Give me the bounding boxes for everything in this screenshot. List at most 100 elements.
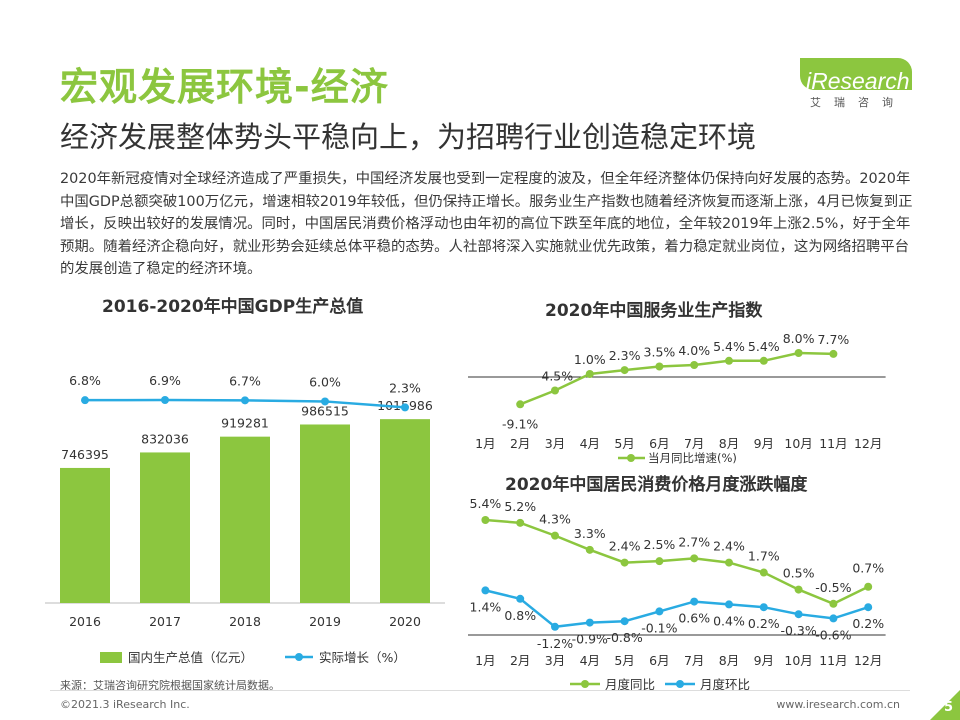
service-data-label: -4.5% (537, 369, 573, 384)
gdp-x-tick: 2017 (149, 614, 181, 629)
service-point (794, 349, 803, 357)
cpi-mom-label: 0.2% (748, 616, 780, 631)
cpi-yoy-point (516, 518, 525, 527)
service-x-tick: 11月 (819, 436, 847, 451)
logo-subtitle: 艾瑞咨询 (810, 96, 906, 109)
cpi-mom-point (551, 622, 559, 631)
cpi-x-tick: 3月 (545, 653, 565, 668)
service-x-tick: 12月 (854, 436, 882, 451)
cpi-yoy-point (794, 585, 803, 594)
source-note: 来源：艾瑞咨询研究院根据国家统计局数据。 (60, 679, 280, 692)
gdp-growth-label: 6.7% (229, 373, 261, 388)
cpi-x-tick: 7月 (684, 653, 704, 668)
service-x-tick: 10月 (784, 436, 812, 451)
cpi-x-tick: 9月 (754, 653, 774, 668)
body-paragraph: 2020年新冠疫情对全球经济造成了严重损失，中国经济发展也受到一定程度的波及，但… (60, 171, 913, 277)
legend-swatch-gdp (100, 652, 122, 663)
service-data-label: 5.4% (713, 339, 745, 354)
cpi-mom-label: 0.4% (713, 613, 745, 628)
service-point (829, 349, 838, 358)
logo-text: iResearch (806, 68, 910, 94)
cpi-mom-label: 0.8% (504, 608, 536, 623)
iresearch-logo: iResearch 艾瑞咨询 (790, 50, 920, 110)
cpi-x-tick: 2月 (510, 653, 530, 668)
service-point (585, 370, 594, 378)
cpi-yoy-label: 2.4% (713, 539, 745, 554)
service-point (690, 361, 699, 369)
service-point (620, 366, 629, 375)
cpi-yoy-label: 0.5% (783, 566, 815, 581)
cpi-chart-title: 2020年中国居民消费价格月度涨跌幅度 (505, 475, 808, 495)
gdp-bar-label: 919281 (221, 416, 269, 431)
service-chart: 1月 2月 -9.1% 3月 -4.5% 4月 1.0% 5月 2.3% 6月 3.5% 7月 4.0%… (468, 331, 886, 465)
cpi-legend-marker-yoy (581, 680, 589, 688)
service-x-tick: 5月 (614, 436, 634, 451)
cpi-mom-point (516, 594, 525, 603)
service-data-label: 5.4% (748, 339, 780, 354)
service-data-label: 7.7% (818, 332, 850, 347)
cpi-mom-point (864, 603, 873, 612)
cpi-mom-label: -0.1% (641, 620, 677, 635)
gdp-bar-label: 986515 (301, 403, 349, 418)
gdp-growth-label: 2.3% (389, 380, 421, 395)
legend-marker-growth (295, 653, 303, 661)
cpi-yoy-line (485, 518, 869, 606)
legend-label-growth: 实际增长（%） (319, 650, 406, 665)
page-subtitle: 经济发展整体势头平稳向上，为招聘行业创造稳定环境 (60, 120, 757, 154)
cpi-mom-point (794, 610, 803, 619)
service-x-tick: 4月 (580, 436, 600, 451)
cpi-yoy-label: -0.5% (815, 580, 851, 595)
gdp-bar-label: 832036 (141, 431, 189, 446)
page-number: 5 (943, 700, 953, 715)
cpi-yoy-point (551, 531, 559, 540)
service-data-label: 4.0% (678, 343, 710, 358)
cpi-mom-line (485, 589, 869, 629)
cpi-yoy-label: 4.3% (539, 512, 571, 527)
cpi-mom-point (620, 617, 629, 626)
cpi-x-tick: 1月 (475, 653, 495, 668)
service-x-tick: 2月 (510, 436, 530, 451)
cpi-yoy-label: 2.7% (678, 534, 710, 549)
gdp-x-tick: 2016 (69, 614, 101, 629)
service-legend-marker (627, 454, 635, 462)
cpi-yoy-point (829, 599, 838, 608)
service-data-label: -9.1% (502, 416, 538, 431)
gdp-growth-point (241, 396, 249, 405)
cpi-yoy-point (864, 582, 873, 591)
service-data-label: 2.3% (609, 348, 641, 363)
cpi-yoy-label: 2.4% (609, 539, 641, 554)
service-chart-title: 2020年中国服务业生产指数 (545, 301, 763, 321)
service-point (551, 386, 559, 395)
gdp-bar (60, 467, 110, 603)
cpi-legend-marker-mom (676, 680, 684, 688)
cpi-legend-label-mom: 月度环比 (700, 677, 750, 692)
cpi-x-tick: 10月 (784, 653, 812, 668)
cpi-mom-point (690, 597, 699, 606)
cpi-yoy-point (481, 516, 490, 524)
service-point (759, 356, 768, 365)
cpi-mom-label: 0.2% (852, 616, 884, 631)
cpi-yoy-label: 5.4% (470, 496, 502, 511)
service-x-tick: 6月 (649, 436, 669, 451)
service-point (516, 400, 525, 409)
page-title: 宏观发展环境-经济 (60, 65, 389, 109)
gdp-bar (300, 424, 350, 603)
cpi-yoy-point (655, 557, 664, 566)
cpi-mom-label: -0.9% (572, 632, 608, 647)
cpi-legend-label-yoy: 月度同比 (605, 677, 655, 692)
service-data-label: 1.0% (574, 352, 606, 367)
cpi-x-tick: 8月 (719, 653, 739, 668)
cpi-mom-point (759, 603, 768, 612)
service-data-label: 3.5% (644, 345, 676, 360)
gdp-chart-title: 2016-2020年中国GDP生产总值 (102, 297, 364, 317)
website-url: www.iresearch.com.cn (776, 698, 900, 711)
copyright: ©2021.3 iResearch Inc. (60, 698, 190, 711)
gdp-growth-label: 6.9% (149, 373, 181, 388)
legend-label-gdp: 国内生产总值（亿元） (128, 650, 253, 665)
cpi-mom-label: 1.4% (470, 599, 502, 614)
gdp-growth-point (401, 403, 409, 412)
cpi-yoy-label: 3.3% (574, 526, 606, 541)
cpi-x-tick: 12月 (854, 653, 882, 668)
service-x-tick: 8月 (719, 436, 739, 451)
cpi-mom-label: -1.2% (537, 636, 573, 651)
